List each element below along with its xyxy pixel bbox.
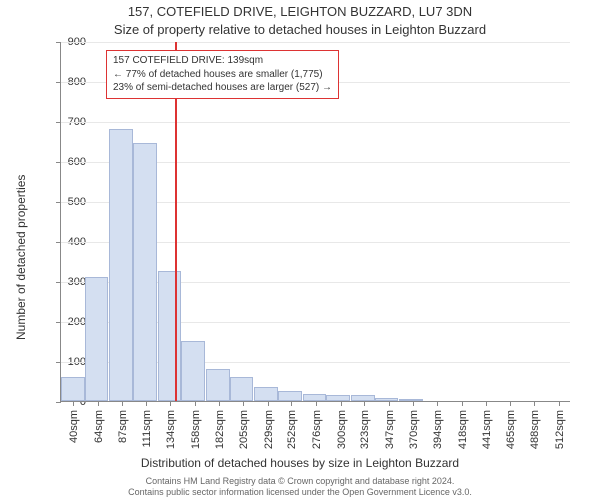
footer-line-2: Contains public sector information licen… [128, 487, 472, 497]
y-tick-mark [56, 202, 61, 203]
histogram-bar [278, 391, 302, 401]
x-tick-mark [146, 401, 147, 406]
chart-footer: Contains HM Land Registry data © Crown c… [0, 476, 600, 499]
x-tick-label: 111sqm [141, 410, 153, 460]
footer-line-1: Contains HM Land Registry data © Crown c… [146, 476, 455, 486]
histogram-bar [351, 395, 375, 401]
histogram-bar [158, 271, 182, 401]
x-tick-label: 347sqm [384, 410, 396, 460]
histogram-bar [230, 377, 254, 401]
y-tick-mark [56, 322, 61, 323]
y-tick-mark [56, 122, 61, 123]
x-tick-mark [219, 401, 220, 406]
x-tick-mark [462, 401, 463, 406]
y-tick-mark [56, 42, 61, 43]
x-tick-mark [559, 401, 560, 406]
x-tick-mark [243, 401, 244, 406]
histogram-bar [399, 399, 423, 401]
y-tick-mark [56, 82, 61, 83]
annotation-line-2: ← 77% of detached houses are smaller (1,… [113, 68, 332, 82]
x-tick-mark [170, 401, 171, 406]
x-tick-label: 323sqm [359, 410, 371, 460]
annotation-line-3: 23% of semi-detached houses are larger (… [113, 81, 332, 95]
x-tick-label: 229sqm [263, 410, 275, 460]
x-tick-label: 418sqm [457, 410, 469, 460]
x-tick-label: 182sqm [214, 410, 226, 460]
histogram-bar [133, 143, 157, 401]
y-tick-mark [56, 362, 61, 363]
x-tick-label: 465sqm [505, 410, 517, 460]
chart-title-line2: Size of property relative to detached ho… [0, 22, 600, 37]
histogram-bar [85, 277, 109, 401]
x-tick-label: 276sqm [311, 410, 323, 460]
x-tick-label: 252sqm [286, 410, 298, 460]
chart-title-line1: 157, COTEFIELD DRIVE, LEIGHTON BUZZARD, … [0, 4, 600, 19]
annotation-line-1: 157 COTEFIELD DRIVE: 139sqm [113, 54, 332, 68]
x-tick-mark [510, 401, 511, 406]
x-tick-label: 87sqm [117, 410, 129, 460]
chart-plot-area: 157 COTEFIELD DRIVE: 139sqm← 77% of deta… [60, 42, 570, 402]
histogram-bar [303, 394, 327, 401]
y-tick-mark [56, 402, 61, 403]
histogram-bar [254, 387, 278, 401]
x-tick-label: 205sqm [238, 410, 250, 460]
x-tick-mark [98, 401, 99, 406]
x-tick-mark [122, 401, 123, 406]
x-tick-mark [341, 401, 342, 406]
histogram-bar [61, 377, 85, 401]
x-tick-mark [413, 401, 414, 406]
x-tick-label: 40sqm [68, 410, 80, 460]
y-tick-mark [56, 242, 61, 243]
x-axis-title: Distribution of detached houses by size … [0, 456, 600, 470]
property-annotation: 157 COTEFIELD DRIVE: 139sqm← 77% of deta… [106, 50, 339, 99]
x-tick-label: 488sqm [529, 410, 541, 460]
x-tick-label: 394sqm [432, 410, 444, 460]
histogram-bar [109, 129, 133, 401]
histogram-bar [375, 398, 399, 401]
x-tick-mark [195, 401, 196, 406]
x-tick-label: 158sqm [190, 410, 202, 460]
x-tick-label: 441sqm [481, 410, 493, 460]
x-tick-mark [291, 401, 292, 406]
histogram-bar [181, 341, 205, 401]
x-tick-mark [437, 401, 438, 406]
x-tick-mark [389, 401, 390, 406]
x-tick-label: 64sqm [93, 410, 105, 460]
x-tick-label: 134sqm [165, 410, 177, 460]
x-tick-mark [486, 401, 487, 406]
x-tick-mark [268, 401, 269, 406]
y-tick-mark [56, 162, 61, 163]
x-tick-label: 300sqm [336, 410, 348, 460]
x-tick-mark [364, 401, 365, 406]
x-tick-mark [534, 401, 535, 406]
y-axis-label: Number of detached properties [14, 175, 28, 340]
y-tick-mark [56, 282, 61, 283]
x-tick-mark [73, 401, 74, 406]
histogram-bar [206, 369, 230, 401]
histogram-bar [326, 395, 350, 401]
x-tick-mark [316, 401, 317, 406]
x-tick-label: 512sqm [554, 410, 566, 460]
x-tick-label: 370sqm [408, 410, 420, 460]
